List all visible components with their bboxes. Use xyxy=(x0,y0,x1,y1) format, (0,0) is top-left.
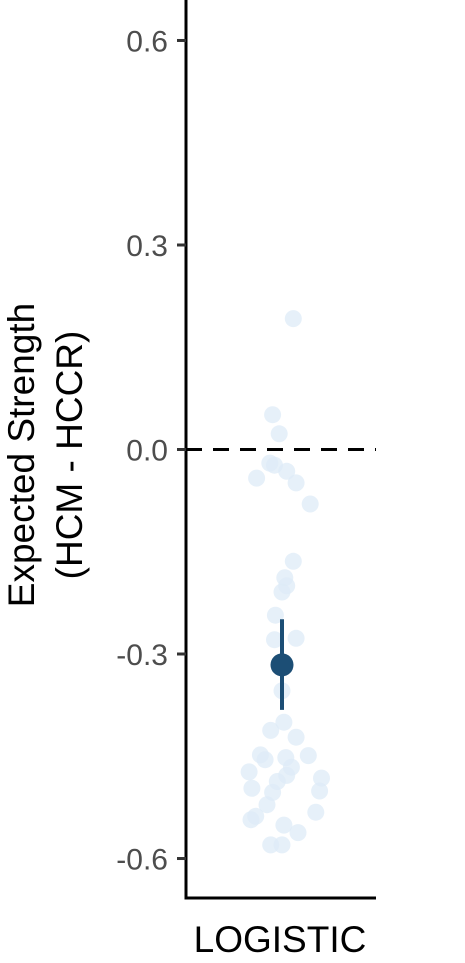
data-point xyxy=(287,728,305,746)
data-point xyxy=(248,469,266,487)
data-point xyxy=(299,747,317,765)
data-point xyxy=(240,763,258,781)
y-axis-title: Expected Strength (HCM - HCCR) xyxy=(1,303,90,607)
y-tick-label: -0.6 xyxy=(116,844,168,877)
data-point xyxy=(258,796,276,814)
y-axis-title-line-1: Expected Strength xyxy=(1,303,42,607)
y-tick-label: -0.3 xyxy=(116,639,168,672)
data-point xyxy=(247,807,265,825)
y-tick-label: 0.3 xyxy=(126,230,168,263)
data-point xyxy=(284,552,302,570)
data-point xyxy=(277,749,295,767)
mean-summary xyxy=(270,619,294,710)
data-point xyxy=(287,474,305,492)
data-point xyxy=(266,631,283,649)
data-point xyxy=(307,803,325,821)
jitter-points xyxy=(240,310,330,854)
data-point xyxy=(264,406,282,424)
data-point xyxy=(278,462,296,480)
data-point xyxy=(275,713,293,731)
data-point xyxy=(275,816,293,834)
data-point xyxy=(313,769,330,787)
data-point xyxy=(261,454,279,472)
data-point xyxy=(256,751,274,769)
y-tick-label: 0.6 xyxy=(126,25,168,58)
data-point xyxy=(262,836,280,854)
data-point xyxy=(262,721,280,739)
mean-point xyxy=(270,653,294,677)
data-point xyxy=(284,310,302,328)
y-tick-label: 0.0 xyxy=(126,435,168,468)
y-axis-title-line-2: (HCM - HCCR) xyxy=(49,331,90,580)
data-point xyxy=(266,606,284,624)
data-point xyxy=(289,824,307,842)
data-point xyxy=(311,782,329,800)
data-point xyxy=(243,779,261,797)
x-category-label: LOGISTIC xyxy=(194,919,367,960)
data-point xyxy=(278,577,296,595)
data-point xyxy=(287,629,305,647)
data-point xyxy=(301,495,319,513)
y-axis-ticks: -0.6 -0.3 0.0 0.3 0.6 xyxy=(116,25,186,877)
data-point xyxy=(270,425,288,443)
